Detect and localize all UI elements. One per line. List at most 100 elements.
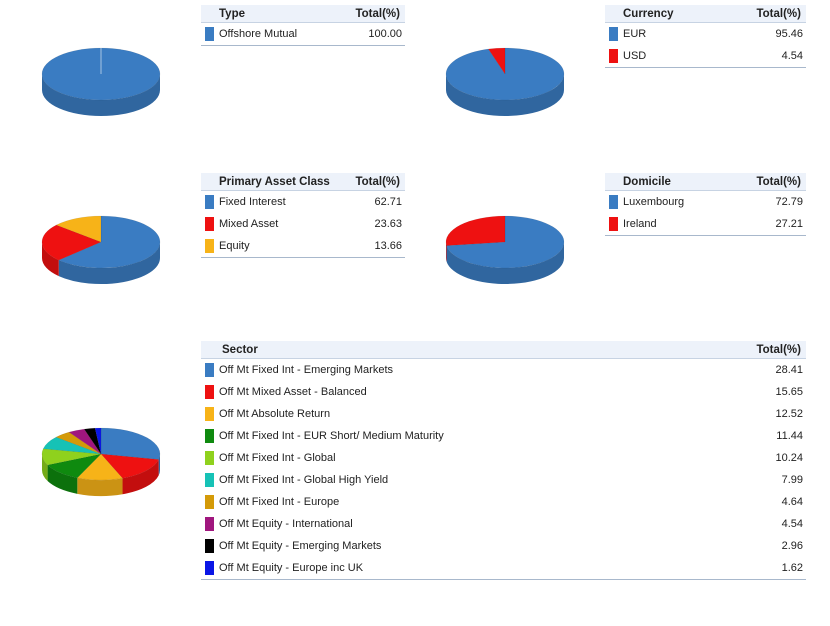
pie-slice (76, 453, 124, 481)
legend-label: Off Mt Fixed Int - Global High Yield (219, 474, 389, 486)
pie-side-wall (122, 459, 159, 495)
legend-swatch (205, 429, 214, 443)
legend-row: Equity 13.66 (201, 235, 405, 257)
pie-side-wall (42, 242, 59, 277)
pie-side-wall (446, 74, 564, 116)
legend-row: Luxembourg 72.79 (605, 191, 806, 213)
legend-value: 1.62 (781, 562, 803, 574)
legend-row: EUR 95.46 (605, 23, 806, 45)
legend-row: Off Mt Absolute Return 12.52 (201, 403, 806, 425)
legend-label: Mixed Asset (219, 218, 279, 230)
legend-label: Off Mt Absolute Return (219, 408, 331, 420)
legend-row: Off Mt Fixed Int - Emerging Markets 28.41 (201, 359, 806, 381)
domicile-pie-chart (445, 215, 565, 285)
legend-value: 7.99 (781, 474, 803, 486)
legend-label: Offshore Mutual (219, 28, 298, 40)
legend-label: Off Mt Equity - Europe inc UK (219, 562, 364, 574)
header-name: Type (219, 7, 245, 20)
sector-pie-chart (41, 427, 161, 496)
legend-row: Fixed Interest 62.71 (201, 191, 405, 213)
header-name: Sector (222, 343, 258, 356)
legend-value: 95.46 (775, 28, 803, 40)
pie-slice (68, 428, 102, 455)
legend-row: Off Mt Fixed Int - Global High Yield 7.99 (201, 469, 806, 491)
legend-label: Luxembourg (623, 196, 685, 208)
legend-swatch (609, 27, 618, 41)
legend-row: Offshore Mutual 100.00 (201, 23, 405, 45)
pie-side-wall (47, 465, 78, 494)
type-pie-chart (41, 47, 161, 116)
sector-legend-table: Sector Total(%) Off Mt Fixed Int - Emerg… (201, 341, 806, 580)
legend-label: Off Mt Equity - International (219, 518, 353, 530)
table-header: Primary Asset Class Total(%) (201, 173, 405, 191)
legend-row: Off Mt Equity - Europe inc UK 1.62 (201, 557, 806, 579)
legend-value: 15.65 (775, 386, 803, 398)
header-name: Primary Asset Class (219, 175, 330, 188)
legend-swatch (205, 451, 214, 465)
legend-swatch (205, 495, 214, 509)
pie-side-wall (446, 242, 447, 262)
legend-swatch (205, 217, 214, 231)
legend-label: USD (623, 50, 647, 62)
pie-slice (55, 215, 102, 243)
legend-label: Ireland (623, 218, 657, 230)
pie-slice (41, 224, 102, 261)
legend-row: Ireland 27.21 (605, 213, 806, 235)
legend-label: Off Mt Fixed Int - Europe (219, 496, 340, 508)
legend-row: Off Mt Equity - Emerging Markets 2.96 (201, 535, 806, 557)
legend-value: 100.00 (368, 28, 402, 40)
legend-row: Off Mt Mixed Asset - Balanced 15.65 (201, 381, 806, 403)
legend-swatch (205, 239, 214, 253)
legend-swatch (609, 49, 618, 63)
legend-value: 4.54 (781, 50, 803, 62)
legend-swatch (205, 561, 214, 575)
table-header: Currency Total(%) (605, 5, 806, 23)
legend-label: Equity (219, 240, 250, 252)
pie-slice (83, 427, 102, 455)
legend-swatch (205, 517, 214, 531)
header-name: Domicile (623, 175, 671, 188)
legend-value: 11.44 (776, 430, 803, 442)
table-header: Sector Total(%) (201, 341, 806, 359)
primary-asset-class-pie-chart (41, 215, 161, 284)
legend-value: 72.79 (775, 196, 803, 208)
header-total: Total(%) (756, 175, 801, 188)
primary-asset-class-legend-table: Primary Asset Class Total(%) Fixed Inter… (201, 173, 405, 258)
legend-swatch (205, 385, 214, 399)
legend-value: 4.64 (781, 496, 803, 508)
pie-slice (58, 215, 161, 269)
legend-value: 13.66 (374, 240, 402, 252)
header-total: Total(%) (756, 7, 801, 20)
pie-side-wall (77, 477, 123, 496)
legend-value: 62.71 (374, 196, 402, 208)
pie-slice (42, 436, 102, 455)
legend-row: Off Mt Fixed Int - Global 10.24 (201, 447, 806, 469)
pie-slice (100, 427, 161, 460)
legend-label: Off Mt Fixed Int - EUR Short/ Medium Mat… (219, 430, 444, 442)
pie-slice (445, 47, 565, 101)
currency-pie-chart (445, 47, 565, 116)
pie-side-wall (42, 454, 48, 482)
legend-row: Off Mt Fixed Int - Europe 4.64 (201, 491, 806, 513)
legend-value: 27.21 (775, 218, 803, 230)
pie-side-wall (158, 454, 160, 476)
legend-value: 2.96 (781, 540, 803, 552)
header-total: Total(%) (355, 175, 400, 188)
header-name: Currency (623, 7, 674, 20)
legend-swatch (205, 27, 214, 41)
legend-swatch (205, 363, 214, 377)
legend-label: Off Mt Fixed Int - Emerging Markets (219, 364, 394, 376)
legend-value: 12.52 (775, 408, 803, 420)
legend-swatch (205, 539, 214, 553)
legend-label: Off Mt Equity - Emerging Markets (219, 540, 382, 552)
pie-slice (487, 47, 506, 75)
legend-row: Off Mt Fixed Int - EUR Short/ Medium Mat… (201, 425, 806, 447)
pie-side-wall (42, 74, 160, 116)
legend-swatch (205, 407, 214, 421)
legend-row: Off Mt Equity - International 4.54 (201, 513, 806, 535)
pie-side-wall (58, 242, 161, 284)
legend-label: EUR (623, 28, 647, 40)
pie-slice (446, 215, 565, 269)
legend-swatch (609, 195, 618, 209)
legend-row: Mixed Asset 23.63 (201, 213, 405, 235)
